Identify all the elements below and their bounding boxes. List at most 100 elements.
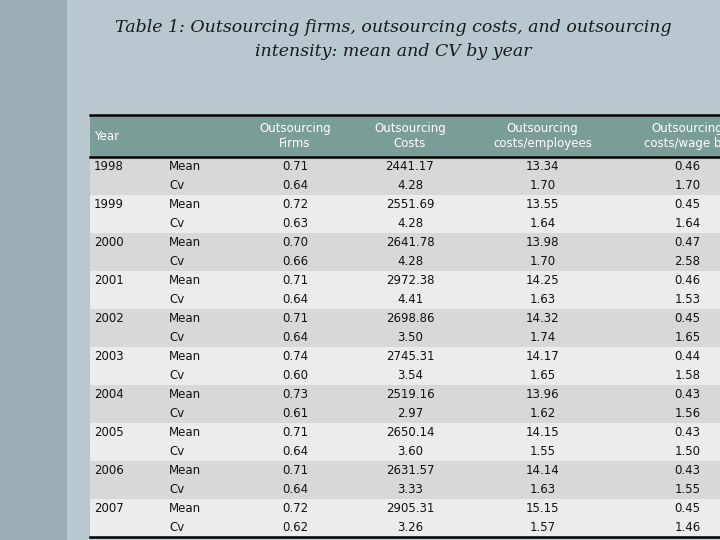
Text: Mean: Mean xyxy=(169,274,201,287)
Text: 0.72: 0.72 xyxy=(282,502,308,515)
Text: 1.65: 1.65 xyxy=(529,369,556,382)
Text: 1.63: 1.63 xyxy=(529,293,556,306)
Text: 13.55: 13.55 xyxy=(526,198,559,211)
Text: 1998: 1998 xyxy=(94,160,124,173)
Text: 0.63: 0.63 xyxy=(282,217,308,230)
Text: 0.46: 0.46 xyxy=(675,160,701,173)
Text: 1999: 1999 xyxy=(94,198,124,211)
Text: 4.28: 4.28 xyxy=(397,179,423,192)
Text: 3.54: 3.54 xyxy=(397,369,423,382)
Text: 1.70: 1.70 xyxy=(529,255,556,268)
Text: 3.26: 3.26 xyxy=(397,521,423,534)
Text: Mean: Mean xyxy=(169,388,201,401)
Bar xyxy=(90,157,720,176)
Text: 14.14: 14.14 xyxy=(526,464,559,477)
Bar xyxy=(90,347,720,366)
Text: 1.62: 1.62 xyxy=(529,407,556,420)
Text: 1.57: 1.57 xyxy=(529,521,556,534)
Text: 0.45: 0.45 xyxy=(675,198,701,211)
Text: Outsourcing
Costs: Outsourcing Costs xyxy=(374,122,446,150)
Text: 0.71: 0.71 xyxy=(282,426,308,439)
Bar xyxy=(90,461,720,480)
Text: Cv: Cv xyxy=(169,255,184,268)
Text: 0.45: 0.45 xyxy=(675,502,701,515)
Text: 0.47: 0.47 xyxy=(675,236,701,249)
Text: 2.58: 2.58 xyxy=(675,255,701,268)
Text: 1.70: 1.70 xyxy=(529,179,556,192)
Text: Table 1: Outsourcing firms, outsourcing costs, and outsourcing: Table 1: Outsourcing firms, outsourcing … xyxy=(115,19,672,37)
Bar xyxy=(90,518,720,537)
Text: 4.28: 4.28 xyxy=(397,255,423,268)
Text: 3.33: 3.33 xyxy=(397,483,423,496)
Text: 2551.69: 2551.69 xyxy=(386,198,434,211)
Text: 0.70: 0.70 xyxy=(282,236,308,249)
Text: 1.55: 1.55 xyxy=(529,445,556,458)
Bar xyxy=(90,499,720,518)
Text: 1.63: 1.63 xyxy=(529,483,556,496)
Text: 1.70: 1.70 xyxy=(675,179,701,192)
Text: Cv: Cv xyxy=(169,179,184,192)
Text: 1.58: 1.58 xyxy=(675,369,701,382)
Text: 4.28: 4.28 xyxy=(397,217,423,230)
Text: 2003: 2003 xyxy=(94,350,124,363)
Text: 1.50: 1.50 xyxy=(675,445,701,458)
Text: Cv: Cv xyxy=(169,369,184,382)
Text: 1.65: 1.65 xyxy=(675,331,701,344)
Text: 14.32: 14.32 xyxy=(526,312,559,325)
Text: 2641.78: 2641.78 xyxy=(386,236,434,249)
Text: Mean: Mean xyxy=(169,350,201,363)
Text: Mean: Mean xyxy=(169,160,201,173)
Text: Outsourcing
costs/wage bill: Outsourcing costs/wage bill xyxy=(644,122,720,150)
Text: 2004: 2004 xyxy=(94,388,124,401)
Text: 0.74: 0.74 xyxy=(282,350,308,363)
Text: 0.64: 0.64 xyxy=(282,179,308,192)
Text: 0.46: 0.46 xyxy=(675,274,701,287)
Text: 1.64: 1.64 xyxy=(675,217,701,230)
Text: 2007: 2007 xyxy=(94,502,124,515)
Text: 0.72: 0.72 xyxy=(282,198,308,211)
Text: 1.46: 1.46 xyxy=(675,521,701,534)
Text: 2631.57: 2631.57 xyxy=(386,464,434,477)
Text: 2006: 2006 xyxy=(94,464,124,477)
Text: Cv: Cv xyxy=(169,293,184,306)
Text: Year: Year xyxy=(94,130,119,143)
Text: 0.71: 0.71 xyxy=(282,464,308,477)
Text: 0.64: 0.64 xyxy=(282,293,308,306)
Bar xyxy=(90,385,720,404)
Text: Cv: Cv xyxy=(169,445,184,458)
Bar xyxy=(90,290,720,309)
Text: Mean: Mean xyxy=(169,312,201,325)
Text: 13.96: 13.96 xyxy=(526,388,559,401)
Text: 0.45: 0.45 xyxy=(675,312,701,325)
Text: 3.50: 3.50 xyxy=(397,331,423,344)
Text: 0.66: 0.66 xyxy=(282,255,308,268)
Text: 0.43: 0.43 xyxy=(675,464,701,477)
Text: 0.73: 0.73 xyxy=(282,388,308,401)
Text: 0.71: 0.71 xyxy=(282,160,308,173)
Bar xyxy=(90,404,720,423)
Bar xyxy=(90,233,720,252)
Text: Cv: Cv xyxy=(169,483,184,496)
Text: Mean: Mean xyxy=(169,502,201,515)
Text: 2745.31: 2745.31 xyxy=(386,350,434,363)
Bar xyxy=(90,115,720,157)
Text: 2698.86: 2698.86 xyxy=(386,312,434,325)
Text: 2441.17: 2441.17 xyxy=(386,160,434,173)
Text: Mean: Mean xyxy=(169,236,201,249)
Bar xyxy=(90,195,720,214)
Text: 2001: 2001 xyxy=(94,274,124,287)
Text: 0.71: 0.71 xyxy=(282,312,308,325)
Text: Outsourcing
Firms: Outsourcing Firms xyxy=(259,122,331,150)
Text: intensity: mean and CV by year: intensity: mean and CV by year xyxy=(256,44,532,60)
Text: 1.56: 1.56 xyxy=(675,407,701,420)
Text: 2002: 2002 xyxy=(94,312,124,325)
Text: Cv: Cv xyxy=(169,521,184,534)
Bar xyxy=(90,423,720,442)
Text: 2519.16: 2519.16 xyxy=(386,388,434,401)
Text: 0.64: 0.64 xyxy=(282,445,308,458)
Bar xyxy=(90,176,720,195)
Text: Mean: Mean xyxy=(169,426,201,439)
Text: 0.60: 0.60 xyxy=(282,369,308,382)
Text: 2650.14: 2650.14 xyxy=(386,426,434,439)
Bar xyxy=(90,252,720,271)
